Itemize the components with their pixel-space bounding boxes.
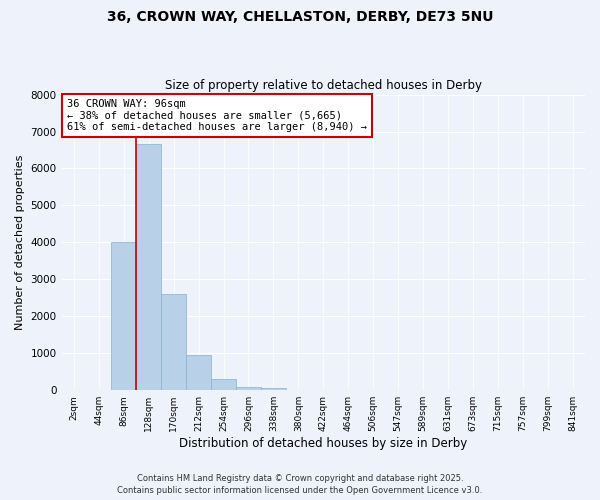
Y-axis label: Number of detached properties: Number of detached properties <box>15 154 25 330</box>
Bar <box>236 388 261 390</box>
Title: Size of property relative to detached houses in Derby: Size of property relative to detached ho… <box>165 79 482 92</box>
Text: 36 CROWN WAY: 96sqm
← 38% of detached houses are smaller (5,665)
61% of semi-det: 36 CROWN WAY: 96sqm ← 38% of detached ho… <box>67 99 367 132</box>
X-axis label: Distribution of detached houses by size in Derby: Distribution of detached houses by size … <box>179 437 467 450</box>
Text: Contains HM Land Registry data © Crown copyright and database right 2025.
Contai: Contains HM Land Registry data © Crown c… <box>118 474 482 495</box>
Bar <box>186 355 211 390</box>
Bar <box>136 144 161 390</box>
Bar <box>261 388 286 390</box>
Text: 36, CROWN WAY, CHELLASTON, DERBY, DE73 5NU: 36, CROWN WAY, CHELLASTON, DERBY, DE73 5… <box>107 10 493 24</box>
Bar <box>211 380 236 390</box>
Bar <box>112 242 136 390</box>
Bar <box>161 294 186 390</box>
